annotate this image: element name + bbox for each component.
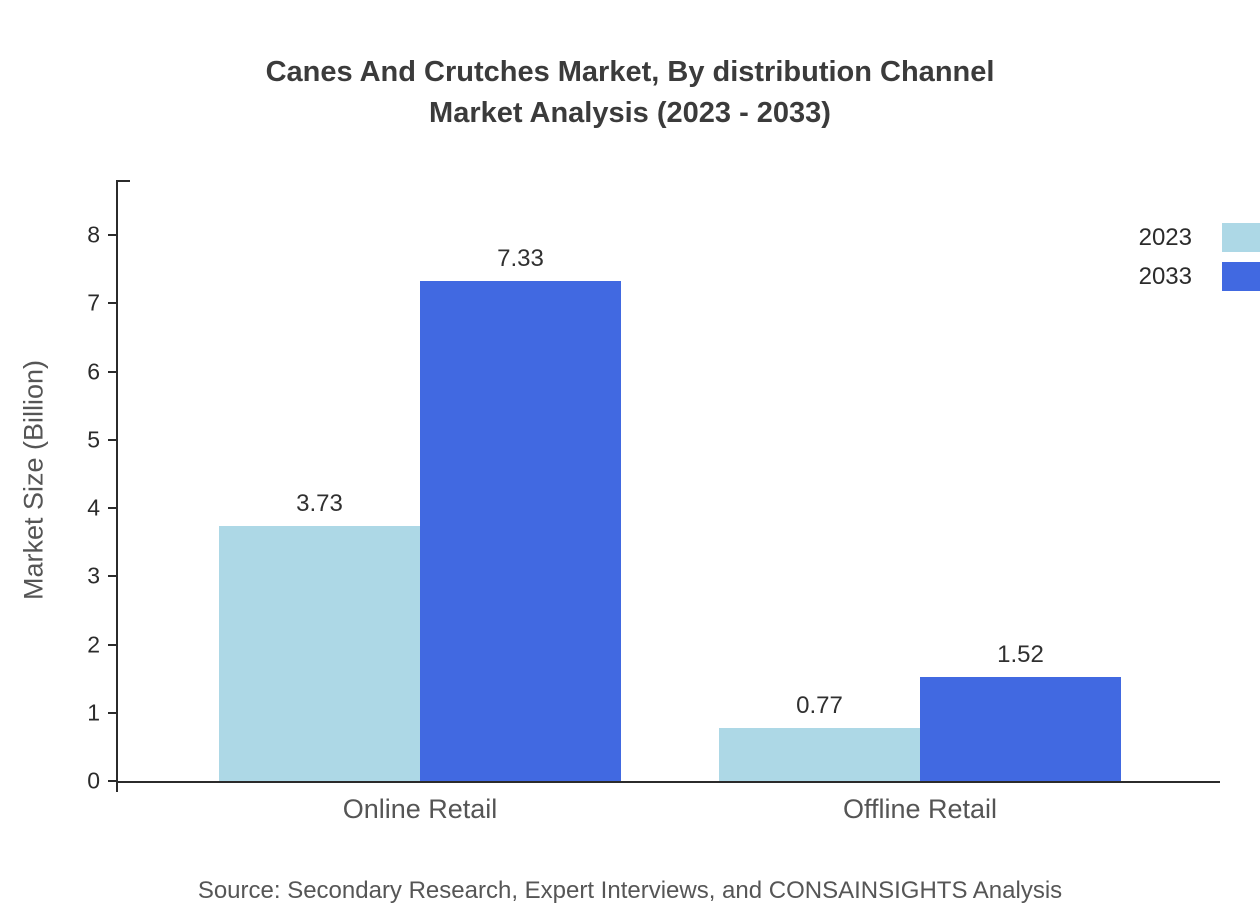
legend-label-2033: 2033 bbox=[1138, 263, 1192, 290]
y-tick-label-0: 0 bbox=[87, 767, 100, 794]
y-axis-top-cap bbox=[118, 180, 130, 182]
y-tick-label-1: 1 bbox=[87, 699, 100, 726]
y-tick-label-8: 8 bbox=[87, 221, 100, 248]
bar-2033-online-retail bbox=[420, 280, 621, 781]
y-tick-mark-6 bbox=[108, 370, 116, 373]
y-axis-line bbox=[116, 180, 118, 792]
x-axis-line bbox=[116, 781, 1220, 783]
legend-swatch-2023 bbox=[1222, 223, 1260, 252]
y-tick-label-3: 3 bbox=[87, 562, 100, 589]
y-tick-mark-8 bbox=[108, 234, 116, 236]
chart-title-line2: Market Analysis (2023 - 2033) bbox=[429, 97, 831, 129]
y-tick-mark-5 bbox=[108, 438, 116, 441]
bar-2033-offline-retail bbox=[920, 677, 1121, 781]
source-note: Source: Secondary Research, Expert Inter… bbox=[197, 877, 1063, 904]
chart-title: Canes And Crutches Market, By distributi… bbox=[0, 52, 1260, 134]
bar-2023-offline-retail bbox=[719, 728, 920, 781]
y-tick-mark-0 bbox=[108, 780, 116, 782]
y-tick-mark-4 bbox=[108, 507, 116, 509]
y-tick-label-4: 4 bbox=[87, 494, 100, 521]
bar-value-2033-offline-retail: 1.52 bbox=[997, 641, 1044, 669]
x-category-label-offline-retail: Offline Retail bbox=[842, 794, 998, 824]
legend-label-2023: 2023 bbox=[1138, 224, 1192, 251]
y-tick-mark-1 bbox=[108, 711, 116, 714]
bar-value-2023-online-retail: 3.73 bbox=[296, 490, 343, 518]
y-tick-mark-7 bbox=[108, 302, 116, 305]
x-category-label-online-retail: Online Retail bbox=[342, 794, 498, 824]
chart-title-line1: Canes And Crutches Market, By distributi… bbox=[265, 56, 995, 88]
y-tick-label-7: 7 bbox=[87, 289, 100, 316]
y-tick-label-5: 5 bbox=[87, 426, 100, 453]
y-tick-mark-3 bbox=[108, 575, 116, 578]
bar-2023-online-retail bbox=[219, 526, 420, 781]
y-axis-label: Market Size (Billion) bbox=[18, 359, 49, 601]
bar-value-2023-offline-retail: 0.77 bbox=[796, 692, 843, 720]
legend-swatch-2033 bbox=[1222, 262, 1260, 291]
y-tick-label-6: 6 bbox=[87, 358, 100, 384]
bar-value-2033-online-retail: 7.33 bbox=[497, 244, 544, 272]
y-tick-mark-2 bbox=[108, 643, 116, 646]
y-tick-label-2: 2 bbox=[87, 631, 100, 657]
